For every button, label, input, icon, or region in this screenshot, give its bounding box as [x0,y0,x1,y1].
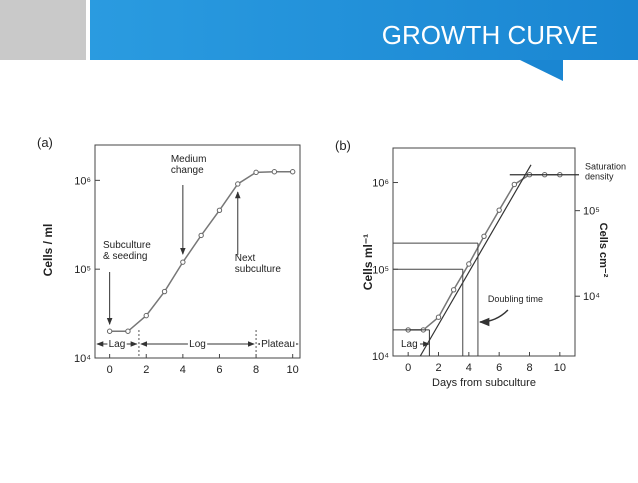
x-axis-label: Days from subculture [432,377,536,389]
y2-tick-label: 10⁵ [583,206,600,218]
y2-tick-label: 10⁴ [583,291,600,303]
x-tick-label: 10 [287,364,299,376]
y-tick-label: 10⁴ [372,351,389,363]
data-point [216,207,223,214]
x-tick-label: 0 [107,364,113,376]
annotation: Next [235,253,256,264]
data-point [289,169,296,175]
x-tick-label: 4 [180,364,186,376]
data-point [435,314,442,320]
data-point [235,181,241,187]
data-point [253,169,259,176]
data-point [481,233,487,239]
x-tick-label: 6 [496,362,502,374]
data-point [198,232,204,239]
y-tick-label: 10⁵ [372,264,389,276]
header-tab [520,60,563,81]
doubling-label: Doubling time [488,294,543,304]
x-tick-label: 8 [526,362,532,374]
plot-frame [94,144,301,359]
phase-label: Lag [109,339,126,350]
data-point [106,328,113,334]
phase-label: Plateau [261,339,295,350]
saturation-label: Saturation [585,162,626,172]
y-tick-label: 10⁴ [74,353,91,365]
y-tick-label: 10⁶ [74,175,91,187]
data-point [511,181,518,188]
x-tick-label: 4 [466,362,472,374]
data-point [450,287,457,293]
panel-label: (a) [37,135,53,150]
data-point [466,261,472,267]
x-tick-label: 8 [253,364,259,376]
panel-label: (b) [335,138,351,153]
x-tick-label: 10 [554,362,566,374]
data-point [161,288,168,295]
data-point [125,328,131,334]
plot-frame [392,147,576,357]
x-tick-label: 0 [405,362,411,374]
y-axis-label: Cells ml⁻¹ [361,234,375,290]
fit-line [419,164,532,357]
annotation: subculture [235,264,282,275]
phase-label: Log [189,339,206,350]
header-band [90,0,638,60]
annotation: & seeding [103,251,147,262]
x-tick-label: 6 [216,364,222,376]
saturation-label: density [585,172,614,182]
x-tick-label: 2 [435,362,441,374]
data-point [271,169,278,175]
annotation: Medium [171,154,207,165]
data-point [496,207,502,213]
series-line [408,173,560,331]
doubling-arrow [478,309,509,327]
lag-label: Lag [401,339,418,350]
data-point [180,259,186,265]
annotation: change [171,165,204,176]
header-title: GROWTH CURVE [382,20,598,50]
y-tick-label: 10⁵ [74,264,91,276]
data-point [143,312,149,319]
annotation: Subculture [103,240,151,251]
y2-axis-label: Cells cm⁻² [597,223,609,278]
y-tick-label: 10⁶ [372,178,389,190]
x-tick-label: 2 [143,364,149,376]
header-square [0,0,86,60]
y-axis-label: Cells / ml [41,224,55,277]
